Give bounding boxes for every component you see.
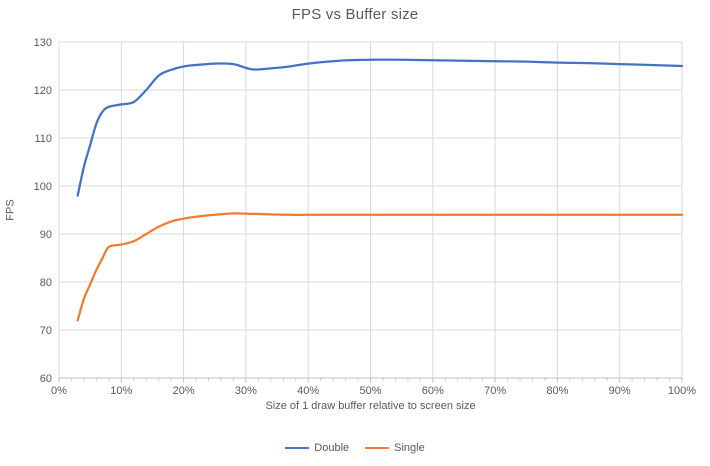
x-tick-label: 50% — [359, 385, 381, 397]
legend-label-double: Double — [314, 442, 350, 454]
x-tick-label: 0% — [51, 385, 67, 397]
chart-title: FPS vs Buffer size — [291, 6, 419, 23]
x-tick-label: 80% — [546, 385, 568, 397]
legend: Double Single — [0, 442, 710, 454]
y-tick-label: 100 — [34, 181, 52, 193]
x-tick-label: 30% — [235, 385, 257, 397]
x-axis-title: Size of 1 draw buffer relative to screen… — [265, 400, 476, 412]
series-line-double — [76, 58, 684, 197]
x-tick-label: 90% — [609, 385, 631, 397]
x-tick-label: 10% — [110, 385, 132, 397]
y-tick-label: 60 — [40, 373, 52, 385]
y-tick-label: 90 — [40, 229, 52, 241]
x-tick-label: 60% — [422, 385, 444, 397]
legend-item-double: Double — [285, 442, 349, 454]
y-axis-title: FPS — [0, 42, 22, 378]
y-tick-label: 80 — [40, 277, 52, 289]
y-tick-label: 130 — [34, 37, 52, 49]
x-tick-label: 70% — [484, 385, 506, 397]
legend-item-single: Single — [365, 442, 425, 454]
x-tick-label: 20% — [173, 385, 195, 397]
legend-line-sample-single — [365, 447, 390, 449]
y-tick-label: 70 — [40, 325, 52, 337]
y-tick-label: 110 — [34, 133, 52, 145]
series-line-single — [76, 212, 684, 322]
x-tick-label: 100% — [668, 385, 696, 397]
x-tick-label: 40% — [297, 385, 319, 397]
y-tick-label: 120 — [34, 85, 52, 97]
y-axis-title-text: FPS — [5, 199, 17, 221]
legend-label-single: Single — [394, 442, 425, 454]
legend-line-sample-double — [285, 447, 310, 449]
